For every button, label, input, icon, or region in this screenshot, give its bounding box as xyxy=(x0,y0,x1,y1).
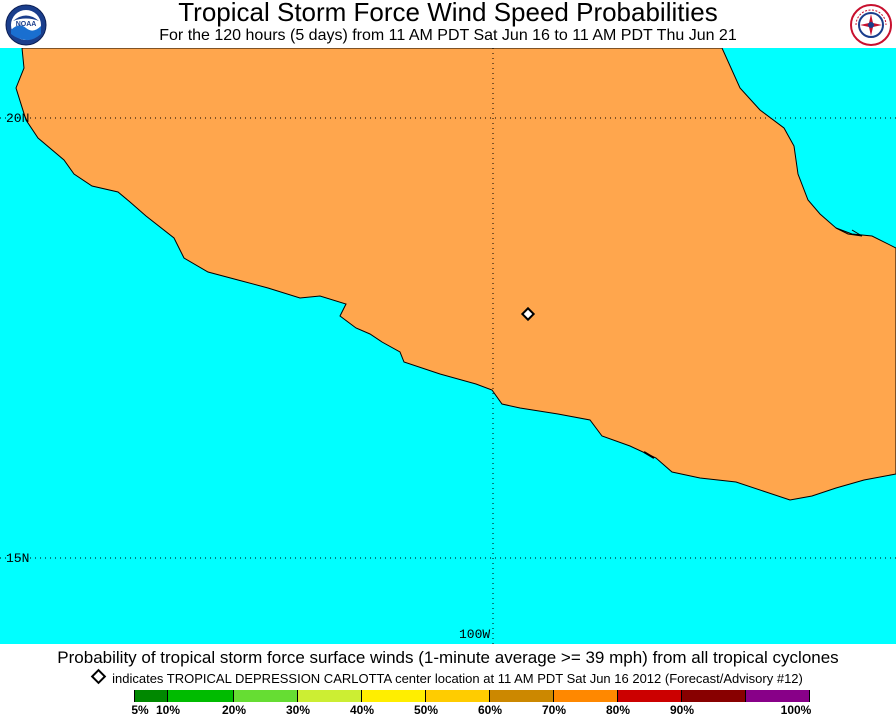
legend-swatch xyxy=(746,690,810,702)
legend-label: 70% xyxy=(541,703,567,717)
probability-map: 20N 15N 100W xyxy=(0,47,896,644)
storm-center-diamond-marker xyxy=(520,306,536,322)
legend-swatch xyxy=(618,690,682,702)
lat-label-20n: 20N xyxy=(6,111,30,126)
land-mexico xyxy=(15,47,896,501)
legend-label: 90% xyxy=(669,703,695,717)
legend-swatch xyxy=(490,690,554,702)
legend-label: 30% xyxy=(285,703,311,717)
header: NOAA Tropical Storm Force Wind Speed Pro… xyxy=(0,0,896,48)
legend-swatch xyxy=(134,690,168,702)
map-canvas xyxy=(0,47,896,644)
legend-label: 20% xyxy=(221,703,247,717)
noaa-logo: NOAA xyxy=(5,4,47,46)
legend-label: 40% xyxy=(349,703,375,717)
probability-legend-bar xyxy=(134,690,810,702)
diamond-icon xyxy=(90,668,107,685)
legend-label: 100% xyxy=(780,703,812,717)
probability-legend-labels: 5% 10% 20% 30% 40% 50% 60% 70% 80% 90% 100% xyxy=(0,704,896,718)
footer-note: indicates TROPICAL DEPRESSION CARLOTTA c… xyxy=(0,668,896,687)
legend-swatch xyxy=(168,690,234,702)
map-title: Tropical Storm Force Wind Speed Probabil… xyxy=(178,0,718,27)
national-weather-service-logo xyxy=(850,4,892,46)
legend-label: 10% xyxy=(155,703,181,717)
coastline-detail xyxy=(835,227,863,237)
legend-label: 60% xyxy=(477,703,503,717)
lon-label-100w: 100W xyxy=(459,627,491,642)
footer-note-text: indicates TROPICAL DEPRESSION CARLOTTA c… xyxy=(112,671,803,686)
legend-swatch xyxy=(362,690,426,702)
legend-label: 50% xyxy=(413,703,439,717)
legend-label: 80% xyxy=(605,703,631,717)
lat-label-15n: 15N xyxy=(6,551,30,566)
footer-description: Probability of tropical storm force surf… xyxy=(57,648,839,667)
coastline-detail-2 xyxy=(643,451,655,459)
land-northeast-coast xyxy=(872,48,896,68)
svg-text:NOAA: NOAA xyxy=(16,21,37,28)
legend-swatch xyxy=(554,690,618,702)
footer: Probability of tropical storm force surf… xyxy=(0,644,896,716)
legend-label: 5% xyxy=(131,703,149,717)
map-subtitle: For the 120 hours (5 days) from 11 AM PD… xyxy=(159,27,737,44)
legend-swatch xyxy=(426,690,490,702)
legend-swatch xyxy=(298,690,362,702)
legend-swatch xyxy=(682,690,746,702)
legend-swatch xyxy=(234,690,298,702)
